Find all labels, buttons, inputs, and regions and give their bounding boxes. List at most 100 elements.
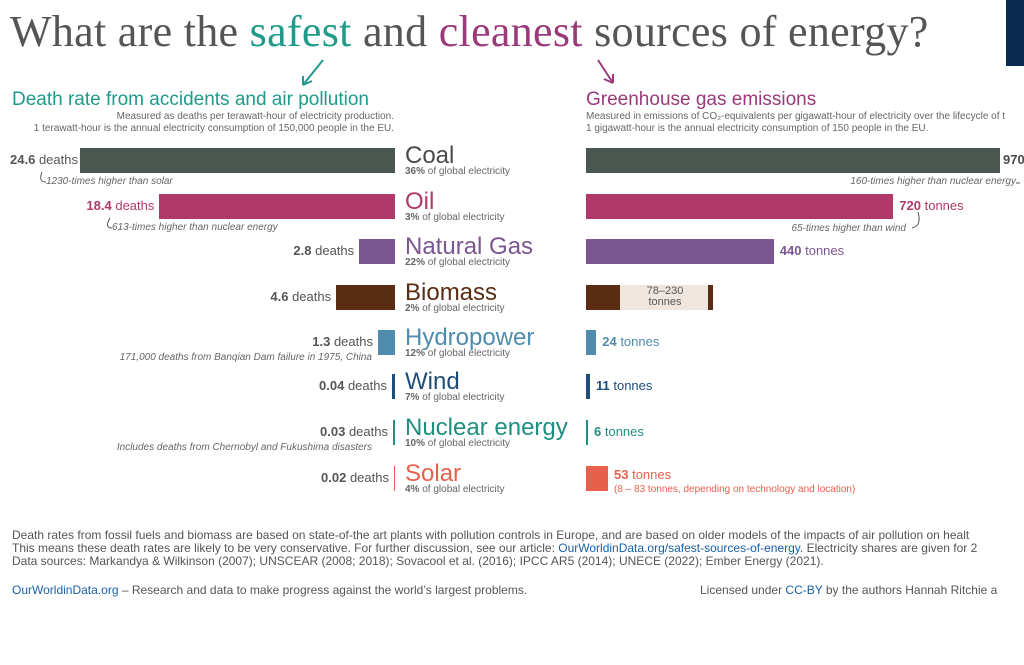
share-value-nuclear-energy: 10% bbox=[405, 438, 426, 449]
death-label-wind: 0.04 deaths bbox=[319, 378, 387, 393]
right-panel-sub1: Measured in emissions of CO₂-equivalents… bbox=[586, 111, 1006, 122]
title-and: and bbox=[362, 7, 428, 56]
ghg-unit-solar: tonnes bbox=[628, 467, 672, 482]
category-share-nuclear-energy: 10% of global electricity bbox=[405, 438, 510, 449]
death-label-hydropower: 1.3 deaths bbox=[312, 334, 373, 349]
category-name-nuclear-energy: Nuclear energy bbox=[405, 414, 568, 441]
death-note-nuclear-energy: Includes deaths from Chernobyl and Fukus… bbox=[116, 442, 372, 453]
category-share-wind: 7% of global electricity bbox=[405, 392, 505, 403]
ghg-note-oil: 65-times higher than wind bbox=[791, 223, 906, 234]
ghg-value-coal: 970 bbox=[1003, 152, 1024, 167]
left-panel-sub1: Measured as deaths per terawatt-hour of … bbox=[116, 111, 394, 122]
ghg-bar-solar bbox=[586, 466, 608, 491]
category-share-hydropower: 12% of global electricity bbox=[405, 348, 510, 359]
ghg-unit-hydropower: tonnes bbox=[616, 334, 660, 349]
ghg-range-value: 78–230 bbox=[646, 285, 684, 297]
category-share-solar: 4% of global electricity bbox=[405, 484, 505, 495]
death-value-coal: 24.6 bbox=[10, 152, 36, 167]
ghg-bar-oil bbox=[586, 194, 894, 219]
footer-line1: Death rates from fossil fuels and biomas… bbox=[12, 528, 970, 542]
death-label-solar: 0.02 deaths bbox=[321, 470, 389, 485]
death-unit-wind: deaths bbox=[344, 378, 387, 393]
ghg-value-hydropower: 24 bbox=[602, 334, 617, 349]
owid-logo[interactable] bbox=[1006, 0, 1024, 66]
death-unit-nuclear-energy: deaths bbox=[345, 424, 388, 439]
category-name-coal: Coal bbox=[405, 142, 455, 169]
ghg-range-unit: tonnes bbox=[648, 296, 682, 308]
ghg-value-solar: 53 bbox=[614, 467, 629, 482]
share-value-coal: 36% bbox=[405, 166, 426, 177]
safest-arrow bbox=[302, 59, 324, 86]
ghg-bar-biomass bbox=[586, 285, 713, 310]
category-share-oil: 3% of global electricity bbox=[405, 212, 505, 223]
death-bar-coal bbox=[80, 148, 395, 173]
share-text-coal: of global electricity bbox=[425, 166, 511, 177]
death-bar-hydropower bbox=[378, 330, 395, 355]
license-authors: by the authors Hannah Ritchie a bbox=[822, 583, 998, 597]
share-value-biomass: 2% bbox=[405, 303, 420, 314]
ghg-note-coal: 160-times higher than nuclear energy bbox=[850, 176, 1016, 187]
footer-line2-text: This means these death rates are likely … bbox=[12, 541, 559, 555]
death-bar-wind bbox=[392, 374, 395, 399]
death-unit-solar: deaths bbox=[346, 470, 389, 485]
death-value-hydropower: 1.3 bbox=[312, 334, 331, 349]
left-panel-heading: Death rate from accidents and air pollut… bbox=[12, 89, 369, 110]
category-name-wind: Wind bbox=[405, 368, 460, 395]
ghg-unit-nuclear-energy: tonnes bbox=[601, 424, 644, 439]
share-value-wind: 7% bbox=[405, 392, 420, 403]
ghg-label-oil: 720 tonnes bbox=[899, 198, 963, 213]
article-link[interactable]: OurWorldinData.org/safest-sources-of-ene… bbox=[558, 541, 800, 555]
ghg-bar-nuclear-energy bbox=[586, 420, 588, 445]
footer-line2-tail: . Electricity shares are given for 2 bbox=[799, 541, 978, 555]
category-share-natural-gas: 22% of global electricity bbox=[405, 257, 510, 268]
share-text-biomass: of global electricity bbox=[419, 303, 505, 314]
death-note-oil: 613-times higher than nuclear energy bbox=[112, 222, 278, 233]
ghg-note-solar: (8 – 83 tonnes, depending on technology … bbox=[614, 484, 856, 495]
license-text: Licensed under bbox=[700, 583, 786, 597]
share-text-oil: of global electricity bbox=[419, 212, 505, 223]
death-note-coal: 1230-times higher than solar bbox=[46, 176, 173, 187]
death-unit-biomass: deaths bbox=[288, 289, 332, 304]
title-prefix: What are the bbox=[10, 7, 239, 56]
category-name-hydropower: Hydropower bbox=[405, 324, 535, 351]
footer-sources: Data sources: Markandya & Wilkinson (200… bbox=[12, 554, 824, 568]
category-share-biomass: 2% of global electricity bbox=[405, 303, 505, 314]
ghg-unit-wind: tonnes bbox=[609, 378, 653, 393]
ghg-label-natural-gas: 440 tonnes bbox=[780, 243, 844, 258]
ghg-range-label-biomass: 78–230 tonnes bbox=[626, 286, 704, 308]
ghg-value-nuclear-energy: 6 bbox=[594, 424, 602, 439]
page-title: What are the safest and cleanest sources… bbox=[10, 6, 929, 57]
category-name-biomass: Biomass bbox=[405, 279, 498, 306]
death-label-coal: 24.6 deaths bbox=[10, 152, 78, 167]
share-text-wind: of global electricity bbox=[419, 392, 505, 403]
share-text-hydropower: of global electricity bbox=[425, 348, 511, 359]
death-note-hydropower: 171,000 deaths from Banqian Dam failure … bbox=[119, 352, 372, 363]
footer-line2: This means these death rates are likely … bbox=[12, 542, 977, 555]
oil-ghg-connector bbox=[911, 211, 920, 229]
death-label-oil: 18.4 deaths bbox=[86, 198, 154, 213]
cleanest-arrow bbox=[597, 59, 614, 84]
safest-arrowhead bbox=[302, 76, 313, 86]
ghg-label-coal: 970 tonnes bbox=[1003, 152, 1024, 167]
share-text-natural-gas: of global electricity bbox=[425, 257, 511, 268]
death-unit-oil: deaths bbox=[111, 198, 155, 213]
right-panel-heading: Greenhouse gas emissions bbox=[586, 89, 817, 110]
death-unit-hydropower: deaths bbox=[330, 334, 373, 349]
death-label-natural-gas: 2.8 deaths bbox=[293, 243, 354, 258]
ghg-unit-natural-gas: tonnes bbox=[801, 243, 845, 258]
ghg-label-hydropower: 24 tonnes bbox=[602, 334, 659, 349]
title-arrows bbox=[302, 59, 614, 86]
license-link[interactable]: CC-BY bbox=[785, 583, 823, 597]
share-value-natural-gas: 22% bbox=[405, 257, 426, 268]
share-value-hydropower: 12% bbox=[405, 348, 426, 359]
title-safest: safest bbox=[249, 7, 352, 56]
ghg-bar-natural-gas bbox=[586, 239, 774, 264]
footer-owid-line: OurWorldinData.org – Research and data t… bbox=[12, 584, 527, 597]
ghg-unit-oil: tonnes bbox=[921, 198, 964, 213]
title-suffix: sources of energy? bbox=[594, 7, 929, 56]
ghg-value-oil: 720 bbox=[899, 198, 921, 213]
owid-link[interactable]: OurWorldinData.org bbox=[12, 583, 119, 597]
death-bar-solar bbox=[394, 466, 395, 491]
category-name-oil: Oil bbox=[405, 188, 435, 215]
death-label-nuclear-energy: 0.03 deaths bbox=[320, 424, 388, 439]
